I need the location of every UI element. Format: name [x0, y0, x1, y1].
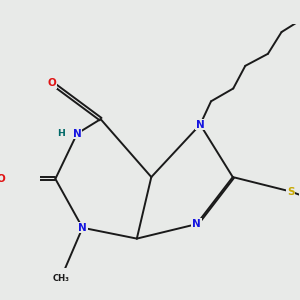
Text: N: N [192, 219, 201, 229]
Text: S: S [287, 187, 295, 196]
Text: O: O [47, 78, 56, 88]
Text: H: H [57, 129, 65, 138]
Text: N: N [73, 129, 82, 139]
Text: N: N [196, 120, 205, 130]
Text: O: O [0, 174, 5, 184]
Text: N: N [78, 223, 87, 233]
Text: CH₃: CH₃ [52, 274, 69, 283]
